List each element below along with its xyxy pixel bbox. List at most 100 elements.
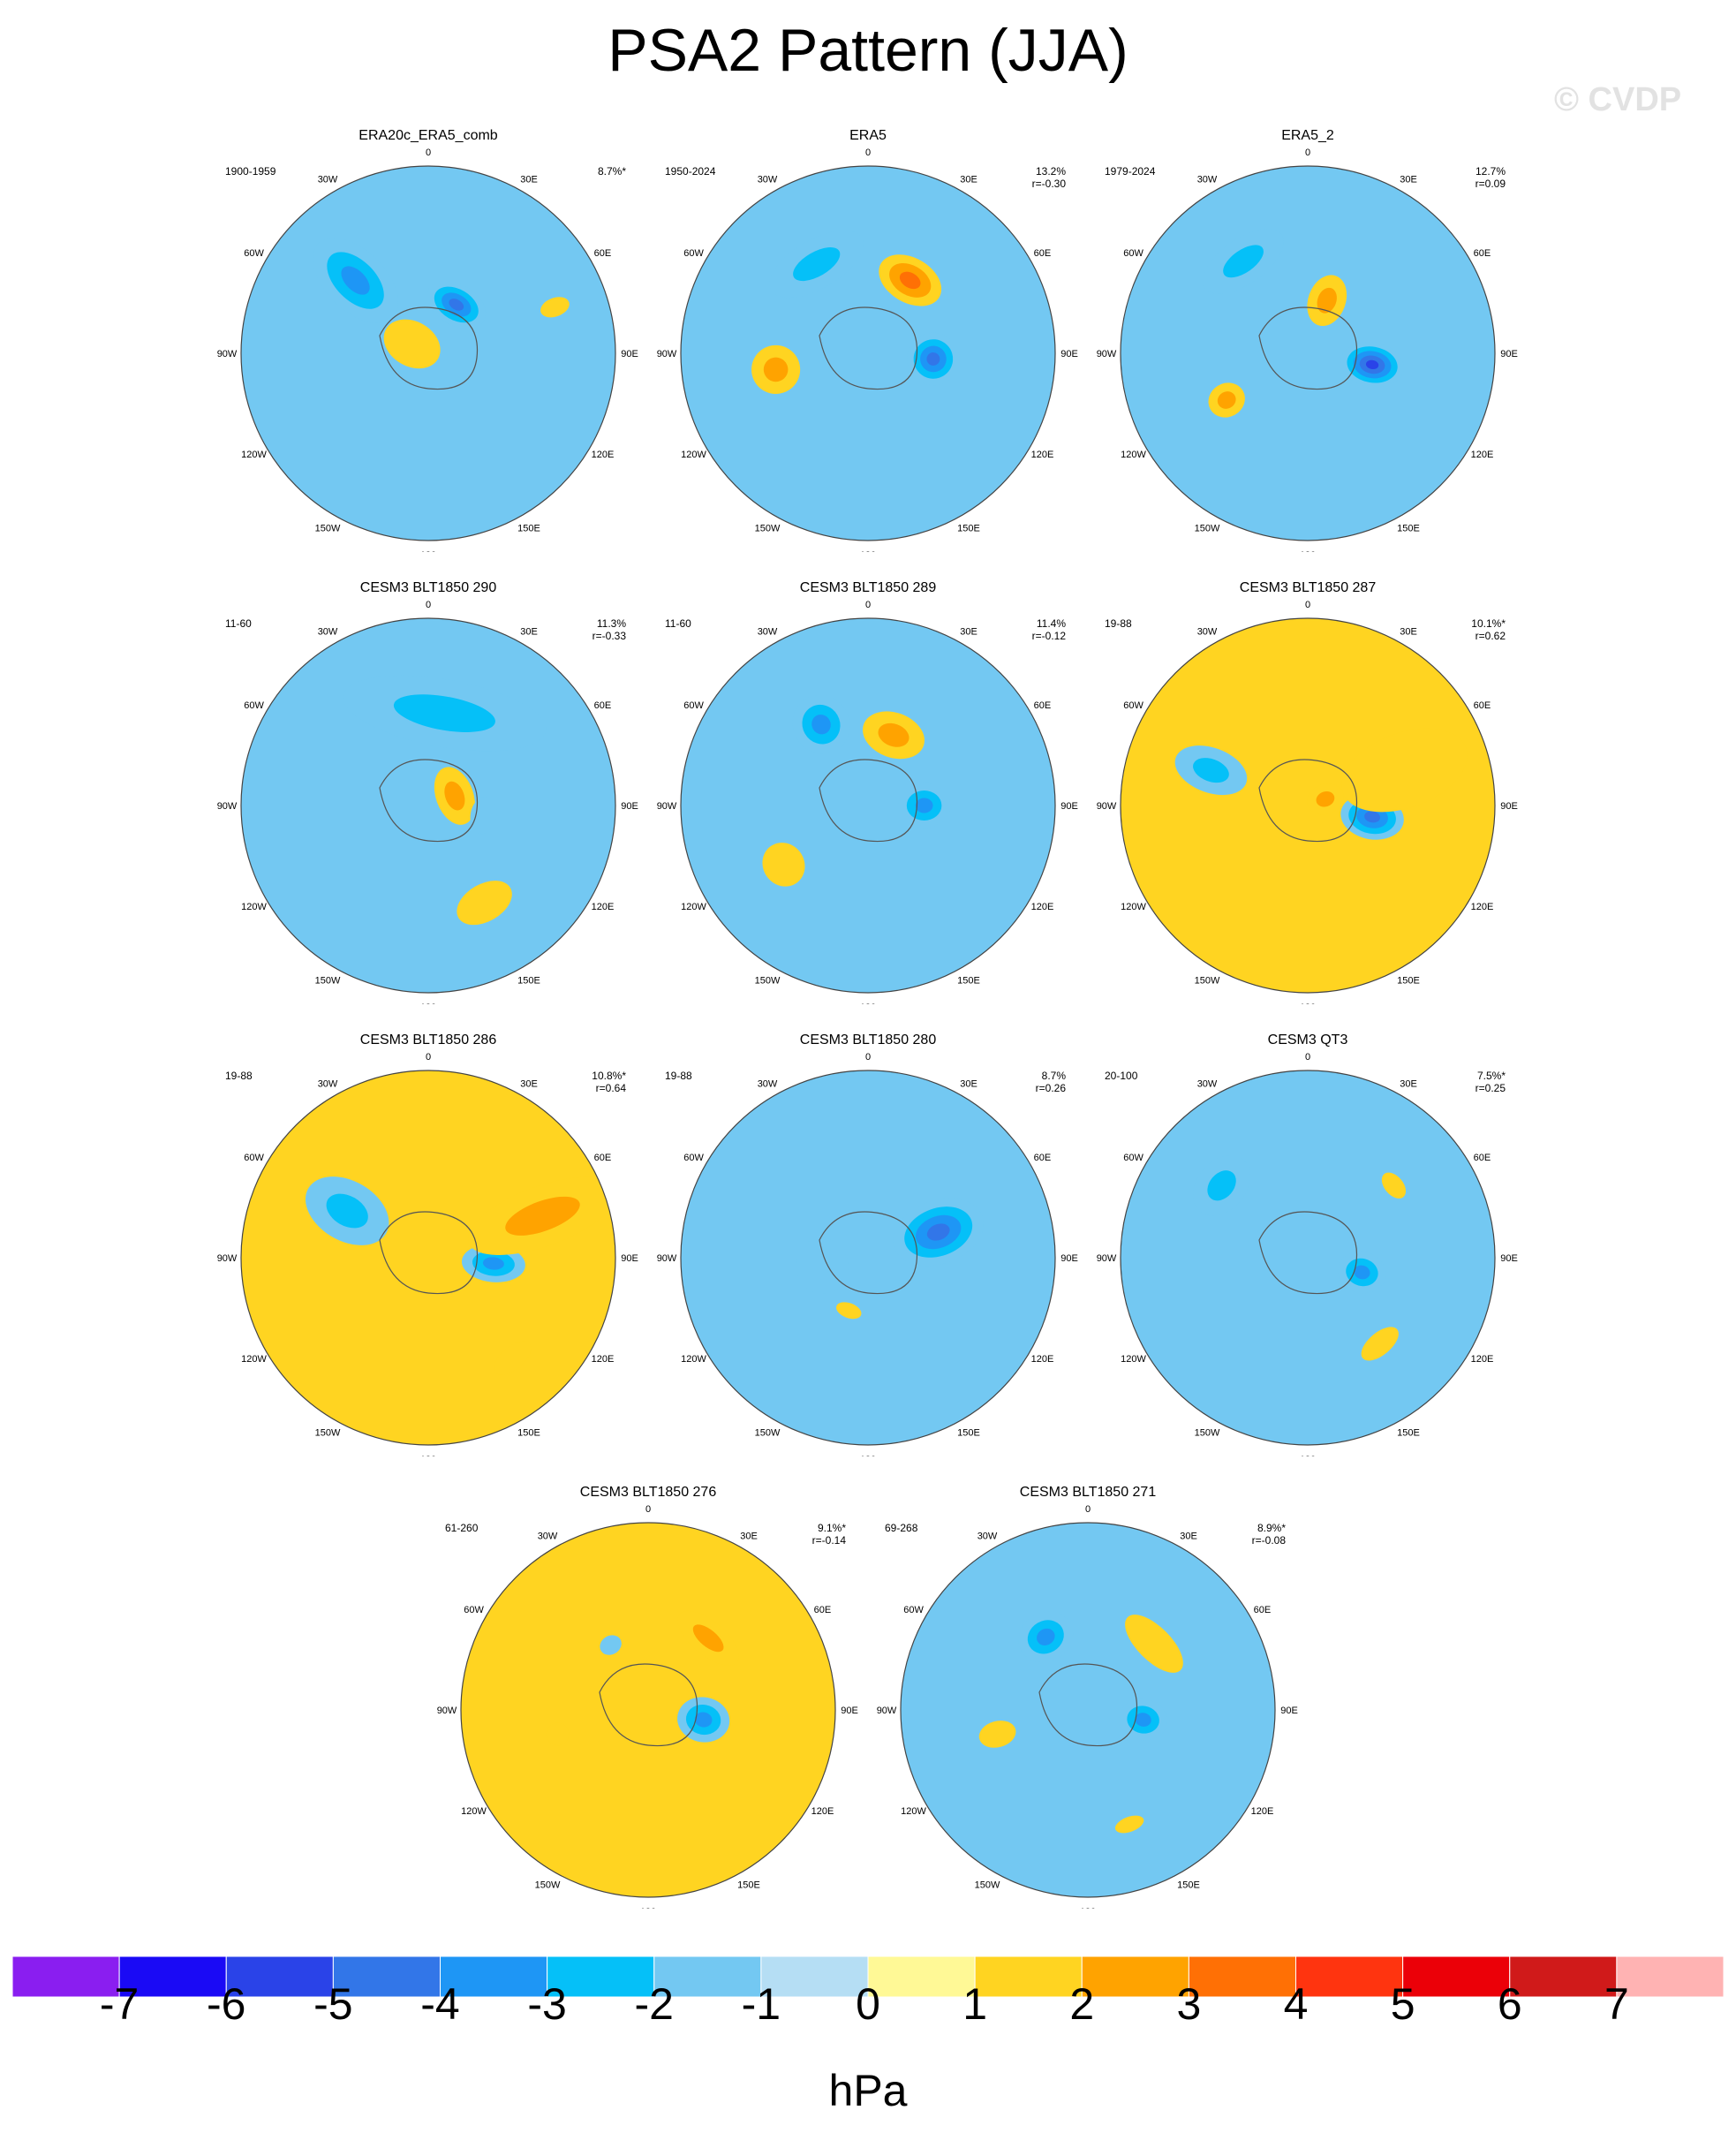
map-border <box>240 165 616 541</box>
anomaly-contour <box>692 1624 724 1653</box>
longitude-label: 120W <box>1121 450 1146 460</box>
longitude-label: 120E <box>592 902 615 912</box>
map-background <box>1121 1070 1495 1445</box>
anomaly-contour <box>1135 1713 1151 1727</box>
longitude-label: 90E <box>1060 1253 1078 1264</box>
colorbar-tick-label: 5 <box>1390 1979 1415 2029</box>
anomaly-contour <box>505 1196 580 1236</box>
map-background <box>241 618 615 993</box>
map-border <box>680 617 1056 994</box>
longitude-label: 0 <box>426 1052 431 1063</box>
anomaly-contour <box>1317 287 1337 314</box>
longitude-label: 60W <box>1123 700 1143 711</box>
antarctica-coastline <box>379 1211 479 1295</box>
longitude-label: 90E <box>1060 349 1078 359</box>
longitude-label: 60W <box>683 1153 704 1163</box>
antarctica-coastline <box>379 759 479 843</box>
longitude-label: 30W <box>758 175 778 185</box>
longitude-label: 150W <box>535 1880 561 1890</box>
longitude-label: 90E <box>1500 801 1518 812</box>
panel-correlation: r=0.62 <box>1475 630 1506 642</box>
panel-title: CESM3 QT3 <box>1267 1032 1348 1048</box>
panel-correlation: r=0.25 <box>1475 1082 1506 1094</box>
colorbar-tick-label: 6 <box>1497 1979 1522 2029</box>
anomaly-contour <box>926 352 940 366</box>
colorbar-swatch <box>1402 1956 1511 1997</box>
longitude-label: 60E <box>1474 1153 1491 1163</box>
longitude-label: 30E <box>960 175 977 185</box>
panel-correlation: r=-0.08 <box>1251 1534 1286 1547</box>
longitude-label: 150E <box>1397 1427 1420 1438</box>
longitude-label: 0 <box>645 1504 651 1515</box>
longitude-label: 0 <box>1305 600 1310 610</box>
map-panel: CESM3 BLT1850 280 19-88 8.7% r=0.26 0 30E… <box>647 1032 1089 1456</box>
panel-period: 19-88 <box>225 1070 253 1082</box>
polar-map: 0 30E 60E 90E 120E 150E 180 150W 120W 90W 60W 30W <box>657 1052 1078 1456</box>
anomaly-contour <box>1341 728 1468 813</box>
longitude-label: 30W <box>1197 627 1218 638</box>
panel-title: CESM3 BLT1850 280 <box>799 1032 937 1048</box>
antarctica-coastline <box>599 1663 698 1747</box>
longitude-label: 90W <box>217 1253 238 1264</box>
panel-period: 69-268 <box>885 1522 918 1534</box>
longitude-label: 30E <box>1400 175 1417 185</box>
anomaly-contour <box>978 1721 1016 1748</box>
map-background <box>461 1523 835 1897</box>
colorbar-tick-label: -2 <box>634 1979 674 2029</box>
longitude-label: 120E <box>1471 1354 1494 1365</box>
panel-variance: 8.9%* <box>1257 1522 1286 1534</box>
longitude-label: 150W <box>975 1880 1000 1890</box>
antarctica-coastline <box>1258 759 1358 843</box>
longitude-label: 30E <box>520 175 538 185</box>
map-background <box>1121 166 1495 541</box>
map-border <box>1120 617 1496 994</box>
map-panel: ERA5 1950-2024 13.2% r=-0.30 0 30E 60E 90E 1… <box>647 128 1089 552</box>
page-title: PSA2 Pattern (JJA) <box>608 17 1128 84</box>
longitude-label: 30E <box>740 1532 758 1542</box>
map-border <box>680 165 1056 541</box>
anomaly-contour <box>449 299 464 311</box>
longitude-label: 180 <box>1300 1002 1316 1004</box>
panel-correlation: r=0.09 <box>1475 178 1506 190</box>
anomaly-contour <box>383 319 441 369</box>
antarctica-coastline <box>379 306 479 390</box>
colorbar-tick-label: -1 <box>741 1979 781 2029</box>
map-background <box>241 1070 615 1445</box>
longitude-label: 90W <box>1097 801 1117 812</box>
longitude-label: 180 <box>860 550 876 552</box>
map-panel: CESM3 BLT1850 286 19-88 10.8%* r=0.64 0 3… <box>208 1032 649 1456</box>
panel-title: ERA5 <box>849 128 887 143</box>
longitude-label: 60W <box>903 1605 924 1615</box>
colorbar-tick-label: 7 <box>1604 1979 1629 2029</box>
longitude-label: 60E <box>594 700 612 711</box>
colorbar-swatch <box>1188 1956 1296 1997</box>
longitude-label: 60W <box>244 700 264 711</box>
polar-map: 0 30E 60E 90E 120E 150E 180 150W 120W 90W 60W 30W <box>217 1052 638 1456</box>
anomaly-contour <box>600 1635 622 1655</box>
panel-correlation: r=0.26 <box>1035 1082 1066 1094</box>
colorbar-swatch <box>1081 1956 1189 1997</box>
anomaly-contour <box>546 1722 570 1746</box>
longitude-label: 0 <box>1305 147 1310 158</box>
anomaly-contour <box>482 1257 504 1270</box>
colorbar-tick-label: 1 <box>962 1979 988 2029</box>
longitude-label: 180 <box>1300 550 1316 552</box>
longitude-label: 120E <box>592 1354 615 1365</box>
longitude-label: 150E <box>1397 523 1420 533</box>
panel-correlation: r=0.64 <box>595 1082 626 1094</box>
longitude-label: 150E <box>517 1427 540 1438</box>
longitude-label: 180 <box>1300 1455 1316 1456</box>
longitude-label: 120W <box>681 450 706 460</box>
longitude-label: 90E <box>841 1706 858 1716</box>
panel-period: 61-260 <box>445 1522 479 1534</box>
anomaly-contour <box>1365 359 1379 370</box>
map-panel: CESM3 BLT1850 289 11-60 11.4% r=-0.12 0 3… <box>647 580 1089 1004</box>
longitude-label: 60E <box>1254 1605 1272 1615</box>
panel-variance: 10.8%* <box>592 1070 626 1082</box>
longitude-label: 0 <box>426 600 431 610</box>
longitude-label: 30W <box>758 627 778 638</box>
map-background <box>681 618 1055 993</box>
anomaly-contour <box>899 271 921 290</box>
colorbar-tick-label: 2 <box>1069 1979 1095 2029</box>
longitude-label: 0 <box>426 147 431 158</box>
